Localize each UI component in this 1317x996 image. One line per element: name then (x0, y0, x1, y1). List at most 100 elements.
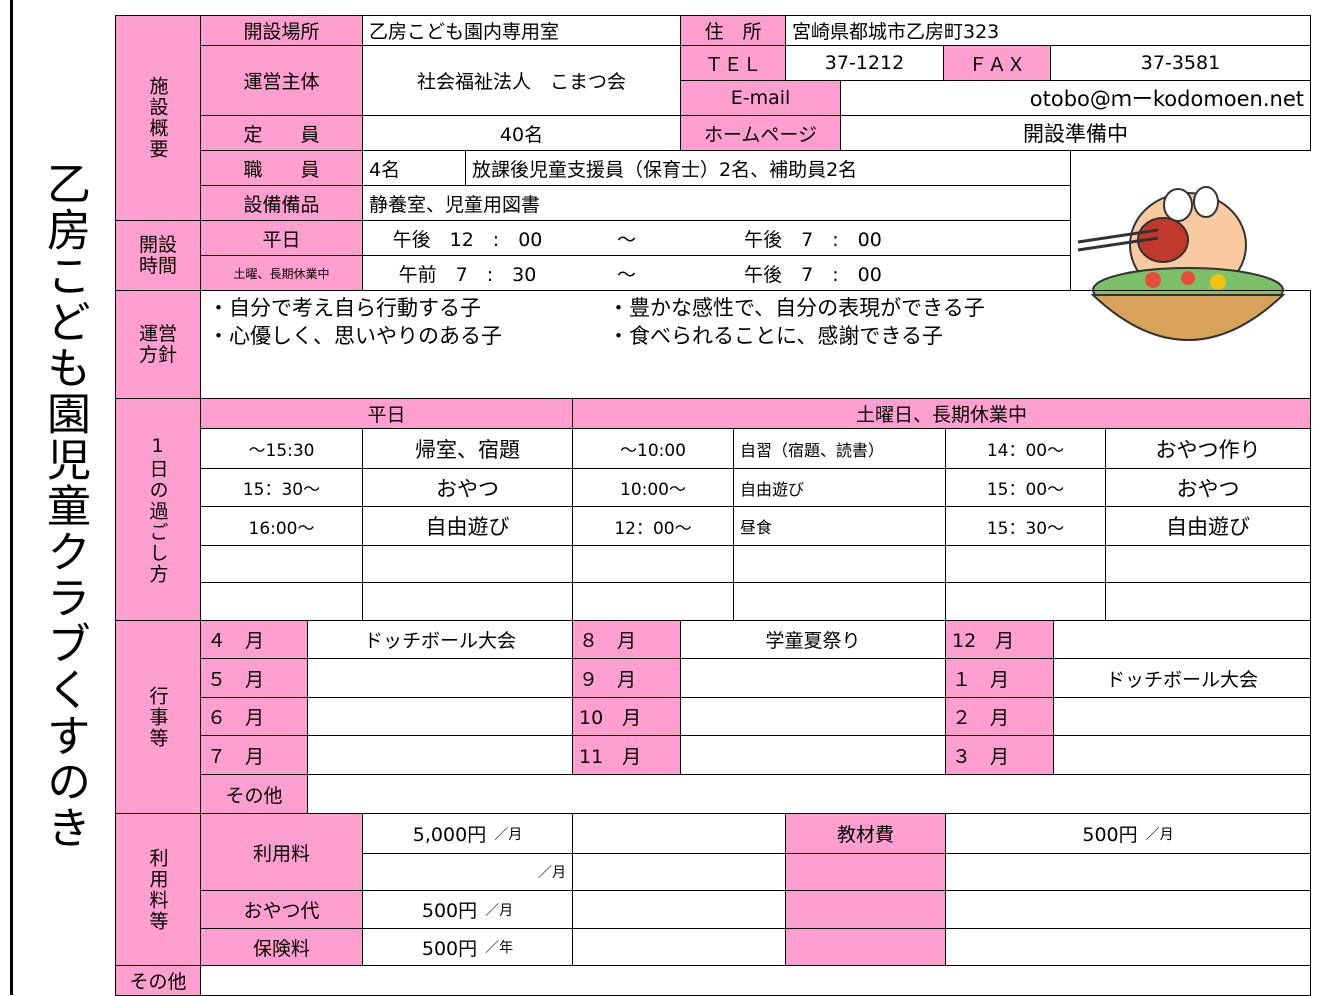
cell-text: 37-1212 (785, 45, 944, 81)
cell (785, 928, 946, 966)
amount: 500円 (421, 937, 478, 960)
cell-text: 午後 7 : 00 (744, 263, 882, 286)
cell (1053, 620, 1311, 659)
fee-amount: 500円 ／月 (362, 890, 573, 929)
label: 土曜日、長期休業中 (572, 398, 1311, 429)
unit-label: ／月 (494, 826, 523, 843)
cell (785, 890, 946, 929)
label: 10 月 (572, 697, 681, 736)
cell (1105, 582, 1311, 621)
cell (680, 658, 946, 698)
illustration (1077, 186, 1286, 341)
cell-text: 自由遊び (733, 468, 946, 507)
cell-text: おやつ作り (1105, 428, 1311, 469)
outer-frame (10, 0, 1317, 995)
cell (200, 582, 363, 621)
cell (307, 658, 573, 698)
label: おやつ代 (200, 890, 363, 929)
cell-text: ～10:00 (572, 428, 734, 469)
cell (572, 545, 734, 583)
section-heading: 1日の過ごし方 (115, 398, 201, 621)
cell-text: 静養室、児童用図書 (362, 185, 1071, 221)
amount: 500円 (421, 900, 478, 922)
label: 土曜、長期休業中 (200, 255, 363, 291)
cell-text: 15：30～ (200, 468, 363, 507)
cell-text: 4名 (362, 150, 466, 186)
cell-text: 16:00～ (200, 506, 363, 546)
cell (945, 582, 1106, 621)
label: ６ 月 (200, 697, 308, 736)
cell-text: おやつ (1105, 468, 1311, 507)
label: ９ 月 (572, 658, 681, 698)
cell-text: 開設準備中 (840, 115, 1311, 151)
cell-text: ～ (616, 228, 636, 251)
cell (1105, 545, 1311, 583)
label: ７ 月 (200, 735, 308, 775)
cell-text: 15：30～ (945, 506, 1106, 546)
label: 平日 (200, 220, 363, 256)
label: 利用料 (200, 813, 363, 891)
cell-text: ・心優しく、思いやりのある子 (208, 323, 502, 348)
unit-label: ／月 (538, 865, 566, 881)
cell-text: ドッチボール大会 (307, 620, 573, 659)
label: ＴＥＬ (680, 45, 786, 81)
label: 12 月 (945, 620, 1054, 659)
section-heading: 施設概要 (115, 15, 201, 221)
cell-text: 14：00～ (945, 428, 1106, 469)
cell-text: 社会福祉法人 こまつ会 (362, 45, 681, 116)
cell-text: 40名 (362, 115, 681, 151)
cell-text: 自由遊び (362, 506, 573, 546)
cell-text: 宮崎県都城市乙房町323 (785, 15, 1311, 46)
cell (572, 890, 786, 929)
section-heading: 運営方針 (115, 290, 201, 399)
unit-label: ／年 (485, 940, 514, 956)
cell (1053, 697, 1311, 736)
cell-text: ・豊かな感性で、自分の表現ができる子 (608, 295, 985, 320)
label: その他 (115, 965, 201, 996)
page-title: 乙房こども園児童クラブくすのき (39, 160, 90, 851)
cell (307, 774, 1311, 814)
cell-text: 15：00～ (945, 468, 1106, 507)
cell (680, 735, 946, 775)
fee-amount: 500円 ／月 (945, 813, 1311, 854)
cell (945, 890, 1311, 929)
label: 11 月 (572, 735, 681, 775)
cell (733, 582, 946, 621)
cell (785, 853, 946, 891)
cell (1053, 735, 1311, 775)
cell (572, 928, 786, 966)
label: 住 所 (680, 15, 786, 46)
cell-text: 放課後児童支援員（保育士）2名、補助員2名 (465, 150, 1071, 186)
cell (307, 735, 573, 775)
label: ３ 月 (945, 735, 1054, 775)
label: ホームページ (680, 115, 841, 151)
label: ２ 月 (945, 697, 1054, 736)
amount: 500円 (1082, 824, 1138, 846)
cell-text: ・自分で考え自ら行動する子 (208, 295, 481, 320)
cell (362, 545, 573, 583)
cell-text: ・食べられることに、感謝できる子 (608, 323, 943, 348)
label: 保険料 (200, 928, 363, 966)
unit-label: ／月 (1145, 826, 1174, 843)
label: その他 (200, 774, 308, 814)
cell-text: 午後 7 : 00 (744, 228, 882, 251)
label: E-mail (680, 80, 841, 116)
cell (307, 697, 573, 736)
amount: 5,000円 (412, 824, 487, 846)
label: ４ 月 (200, 620, 308, 659)
unit-label: ／月 (485, 902, 514, 919)
section-heading: 行事等 (115, 620, 201, 814)
cell-text: 乙房こども園内専用室 (362, 15, 681, 46)
cell-text: 午後 12 : 00 (392, 228, 543, 251)
cell (572, 582, 734, 621)
cell-text: 昼食 (733, 506, 946, 546)
cell-text: 教材費 (785, 813, 946, 854)
fee-amount: 5,000円 ／月 (362, 813, 573, 854)
section-heading: 開設時間 (115, 220, 201, 291)
fee-amount: ／月 (362, 853, 573, 891)
cell-text: 37-3581 (1050, 45, 1311, 81)
cell-text: 自由遊び (1105, 506, 1311, 546)
cell (200, 965, 1311, 996)
cell-text: 10:00～ (572, 468, 734, 507)
cell-text: 午前 7 : 30 (398, 263, 537, 286)
